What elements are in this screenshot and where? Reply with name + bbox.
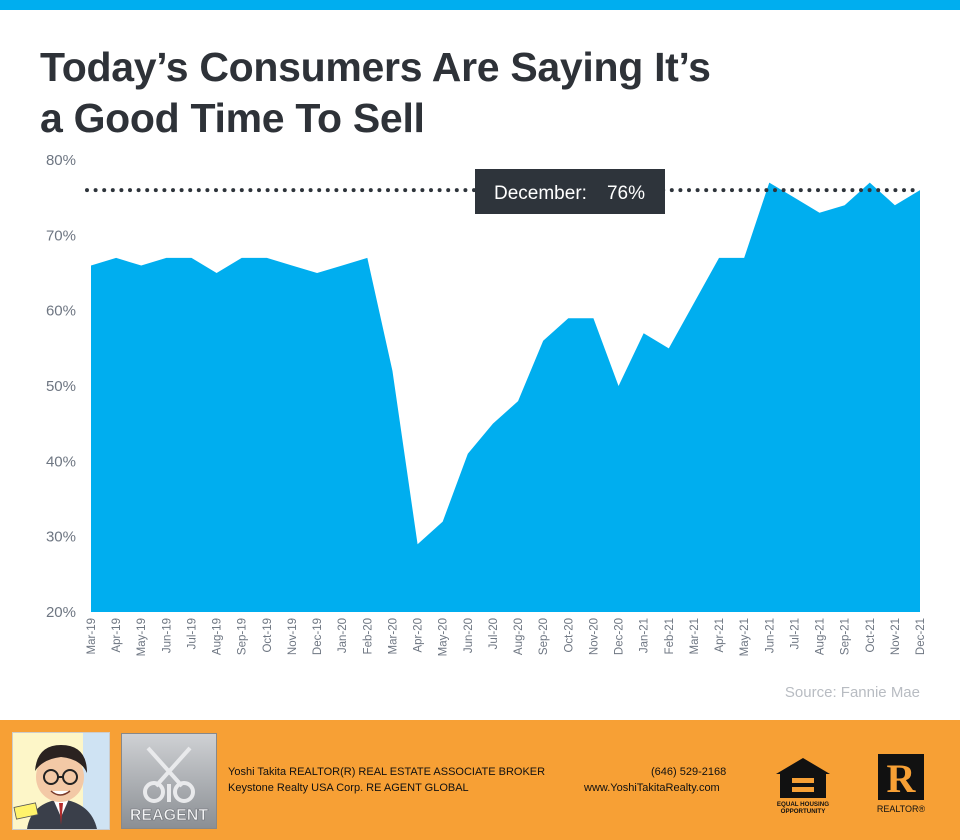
x-tick-label: Apr-21 bbox=[714, 618, 726, 653]
realtor-logo-letter: R bbox=[887, 756, 917, 801]
agent-name-line: Yoshi Takita REALTOR(R) REAL ESTATE ASSO… bbox=[228, 766, 546, 778]
x-tick-label: Jul-21 bbox=[789, 618, 801, 649]
x-tick-label: Oct-20 bbox=[563, 618, 575, 653]
x-tick-label: May-20 bbox=[438, 618, 450, 656]
website-link[interactable]: www.YoshiTakitaRealty.com bbox=[584, 782, 720, 794]
december-callout: December: 76% bbox=[475, 169, 665, 214]
x-tick-label: Jun-21 bbox=[764, 618, 776, 653]
footer-bar: REAGENT Yoshi Takita REALTOR(R) REAL EST… bbox=[0, 720, 960, 840]
x-tick-label: May-19 bbox=[136, 618, 148, 656]
x-tick-label: Nov-20 bbox=[588, 618, 600, 655]
source-note: Source: Fannie Mae bbox=[784, 684, 920, 701]
x-tick-label: Aug-21 bbox=[815, 618, 827, 655]
phone-number: (646) 529-2168 bbox=[651, 766, 727, 778]
x-tick-label: Jan-21 bbox=[639, 618, 651, 653]
realtor-logo-text: REALTOR® bbox=[877, 804, 926, 814]
page-title: Today’s Consumers Are Saying It’s a Good… bbox=[40, 42, 860, 144]
equal-housing-opportunity-icon: EQUAL HOUSING OPPORTUNITY bbox=[772, 754, 834, 816]
reagent-logo: REAGENT bbox=[121, 733, 217, 829]
eho-text-line-2: OPPORTUNITY bbox=[781, 808, 827, 815]
x-tick-label: Sep-21 bbox=[840, 618, 852, 655]
x-tick-label: Jul-19 bbox=[186, 618, 198, 649]
area-chart: 20% 30% 40% 50% 60% 70% 80% December: 76% Mar-… bbox=[46, 152, 927, 656]
reagent-logo-text: REAGENT bbox=[130, 807, 208, 824]
y-tick-label: 50% bbox=[46, 378, 76, 395]
x-tick-label: Aug-19 bbox=[212, 618, 224, 655]
x-tick-label: Nov-19 bbox=[287, 618, 299, 655]
y-tick-label: 20% bbox=[46, 604, 76, 621]
agent-caricature-icon bbox=[13, 733, 109, 829]
y-axis-ticks: 20% 30% 40% 50% 60% 70% 80% bbox=[46, 152, 76, 621]
x-tick-label: Sep-19 bbox=[237, 618, 249, 655]
x-tick-label: Jan-20 bbox=[337, 618, 349, 653]
y-tick-label: 30% bbox=[46, 529, 76, 546]
title-line-2: a Good Time To Sell bbox=[40, 95, 425, 141]
x-tick-label: May-21 bbox=[739, 618, 751, 656]
callout-value: 76% bbox=[607, 183, 645, 204]
x-tick-label: Nov-21 bbox=[890, 618, 902, 655]
x-tick-label: Dec-19 bbox=[312, 618, 324, 655]
x-tick-label: Mar-19 bbox=[86, 618, 98, 654]
eho-text-line-1: EQUAL HOUSING bbox=[777, 801, 829, 808]
x-tick-label: Dec-21 bbox=[915, 618, 927, 655]
y-tick-label: 60% bbox=[46, 303, 76, 320]
agent-caricature-photo bbox=[12, 732, 110, 830]
x-tick-label: Mar-20 bbox=[387, 618, 399, 654]
callout-label: December: bbox=[494, 183, 587, 204]
x-tick-label: Aug-20 bbox=[513, 618, 525, 655]
y-tick-label: 70% bbox=[46, 227, 76, 244]
x-tick-label: Feb-20 bbox=[362, 618, 374, 654]
crossed-keys-icon bbox=[143, 746, 195, 803]
realtor-logo-icon: R REALTOR® bbox=[872, 752, 930, 820]
x-tick-label: Sep-20 bbox=[538, 618, 550, 655]
series-area bbox=[91, 182, 920, 612]
x-tick-label: Oct-19 bbox=[262, 618, 274, 653]
x-tick-label: Jul-20 bbox=[488, 618, 500, 649]
y-tick-label: 40% bbox=[46, 453, 76, 470]
company-line: Keystone Realty USA Corp. RE AGENT GLOBA… bbox=[228, 782, 469, 794]
x-tick-label: Apr-20 bbox=[413, 618, 425, 653]
x-tick-label: Dec-20 bbox=[614, 618, 626, 655]
x-tick-label: Jun-19 bbox=[161, 618, 173, 653]
x-tick-label: Apr-19 bbox=[111, 618, 123, 653]
x-tick-label: Oct-21 bbox=[865, 618, 877, 653]
x-tick-label: Feb-21 bbox=[664, 618, 676, 654]
top-accent-bar bbox=[0, 0, 960, 10]
title-line-1: Today’s Consumers Are Saying It’s bbox=[40, 44, 711, 90]
x-axis-ticks: Mar-19 Apr-19 May-19 Jun-19 Jul-19 Aug-19 Sep-… bbox=[86, 618, 927, 656]
x-tick-label: Mar-21 bbox=[689, 618, 701, 654]
x-tick-label: Jun-20 bbox=[463, 618, 475, 653]
y-tick-label: 80% bbox=[46, 152, 76, 169]
callout-box bbox=[475, 169, 665, 214]
